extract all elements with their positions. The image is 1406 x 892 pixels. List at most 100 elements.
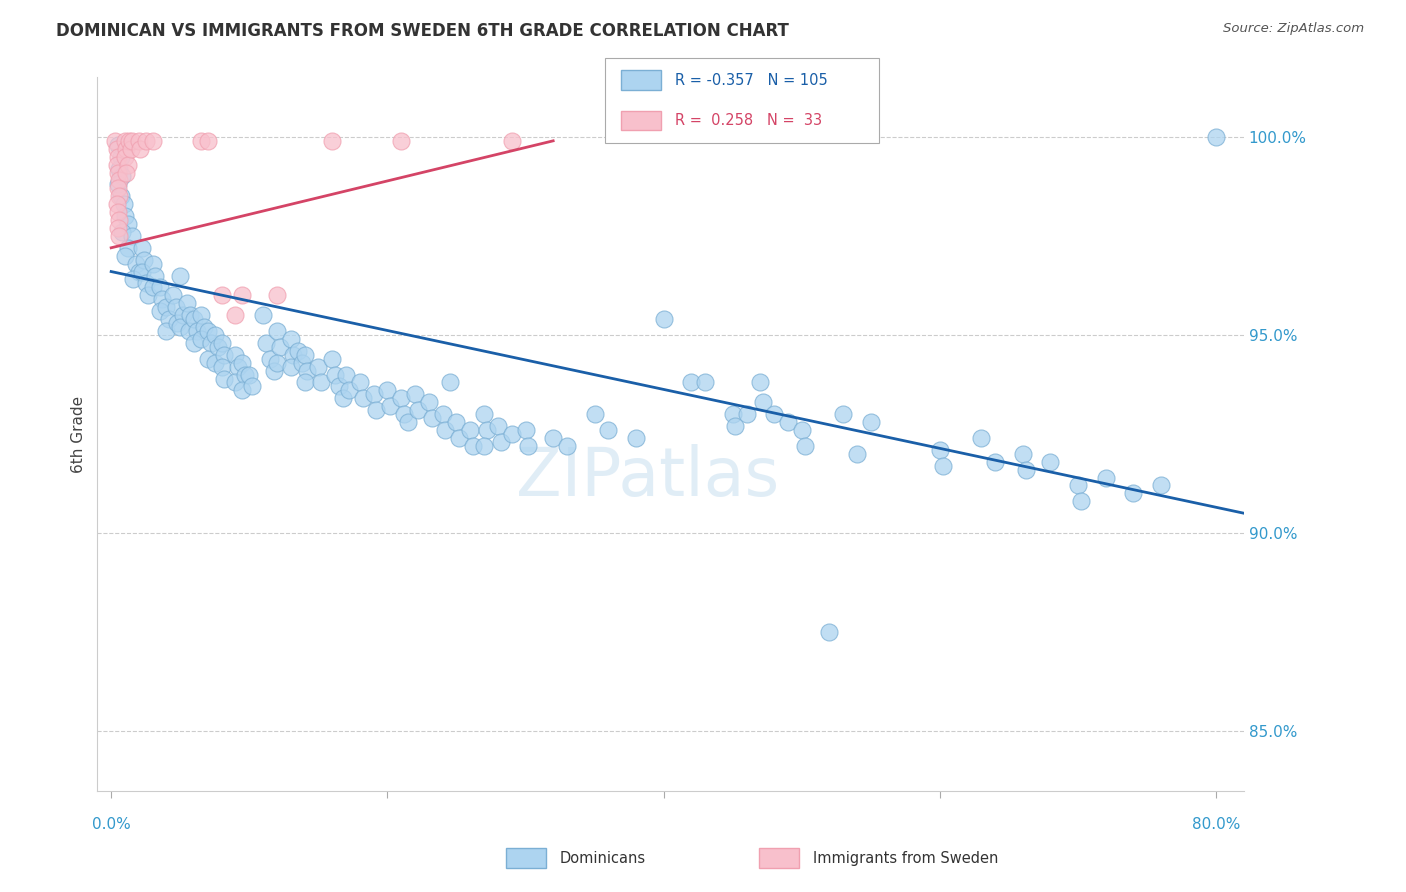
Point	[458, 423, 481, 437]
Point	[115, 165, 138, 179]
Point	[432, 407, 454, 421]
Point	[142, 134, 165, 148]
Point	[190, 308, 212, 322]
Point	[259, 351, 281, 366]
Point	[155, 324, 177, 338]
Point	[1067, 478, 1090, 492]
Point	[721, 407, 744, 421]
Point	[211, 335, 233, 350]
Point	[332, 392, 354, 406]
Point	[122, 272, 145, 286]
Point	[142, 280, 165, 294]
Point	[598, 423, 620, 437]
Point	[763, 407, 786, 421]
Point	[294, 348, 316, 362]
Point	[207, 340, 229, 354]
Point	[233, 368, 256, 382]
Point	[1070, 494, 1092, 508]
Point	[396, 415, 419, 429]
Point	[323, 368, 346, 382]
Point	[197, 351, 219, 366]
Point	[541, 431, 564, 445]
Point	[107, 178, 129, 192]
Point	[418, 395, 440, 409]
Point	[583, 407, 606, 421]
Point	[1205, 129, 1227, 144]
Point	[240, 379, 263, 393]
Point	[108, 189, 131, 203]
Point	[172, 308, 194, 322]
Point	[970, 431, 993, 445]
Point	[231, 356, 253, 370]
Point	[392, 407, 415, 421]
Point	[224, 308, 246, 322]
Point	[321, 134, 343, 148]
Point	[269, 340, 291, 354]
Point	[1150, 478, 1173, 492]
Point	[420, 411, 443, 425]
Point	[108, 228, 131, 243]
Point	[475, 423, 498, 437]
Point	[449, 431, 471, 445]
Point	[352, 392, 374, 406]
Point	[107, 205, 129, 219]
Point	[321, 351, 343, 366]
Point	[107, 181, 129, 195]
Point	[859, 415, 882, 429]
Point	[294, 376, 316, 390]
Point	[114, 134, 136, 148]
Y-axis label: 6th Grade: 6th Grade	[72, 395, 86, 473]
Point	[197, 324, 219, 338]
Point	[291, 356, 314, 370]
Point	[155, 300, 177, 314]
Point	[134, 252, 156, 267]
Point	[1039, 455, 1062, 469]
Point	[114, 249, 136, 263]
Point	[108, 161, 131, 176]
Point	[190, 332, 212, 346]
Point	[1094, 470, 1116, 484]
Point	[231, 288, 253, 302]
Point	[105, 142, 128, 156]
Point	[752, 395, 775, 409]
Point	[931, 458, 953, 473]
Point	[176, 296, 198, 310]
Point	[832, 407, 855, 421]
Point	[169, 320, 191, 334]
Point	[148, 280, 170, 294]
Point	[486, 419, 509, 434]
Point	[108, 173, 131, 187]
Point	[624, 431, 647, 445]
Point	[128, 264, 150, 278]
Point	[128, 134, 150, 148]
Point	[389, 134, 412, 148]
Point	[517, 439, 540, 453]
Point	[107, 221, 129, 235]
Point	[142, 257, 165, 271]
Point	[190, 134, 212, 148]
Point	[115, 142, 138, 156]
Text: ZIPatlas: ZIPatlas	[516, 443, 779, 509]
Point	[287, 343, 309, 358]
Point	[200, 335, 222, 350]
Point	[231, 384, 253, 398]
Point	[121, 134, 143, 148]
Point	[114, 150, 136, 164]
Point	[749, 376, 772, 390]
Point	[489, 434, 512, 449]
Point	[263, 363, 285, 377]
Point	[118, 134, 141, 148]
Point	[131, 264, 153, 278]
Point	[366, 403, 388, 417]
Point	[204, 327, 226, 342]
Point	[150, 293, 173, 307]
Point	[162, 288, 184, 302]
Point	[226, 359, 249, 374]
Point	[266, 324, 288, 338]
Point	[254, 335, 277, 350]
Point	[107, 165, 129, 179]
Point	[114, 209, 136, 223]
Point	[389, 392, 412, 406]
Point	[166, 316, 188, 330]
Text: R =  0.258   N =  33: R = 0.258 N = 33	[675, 113, 823, 128]
